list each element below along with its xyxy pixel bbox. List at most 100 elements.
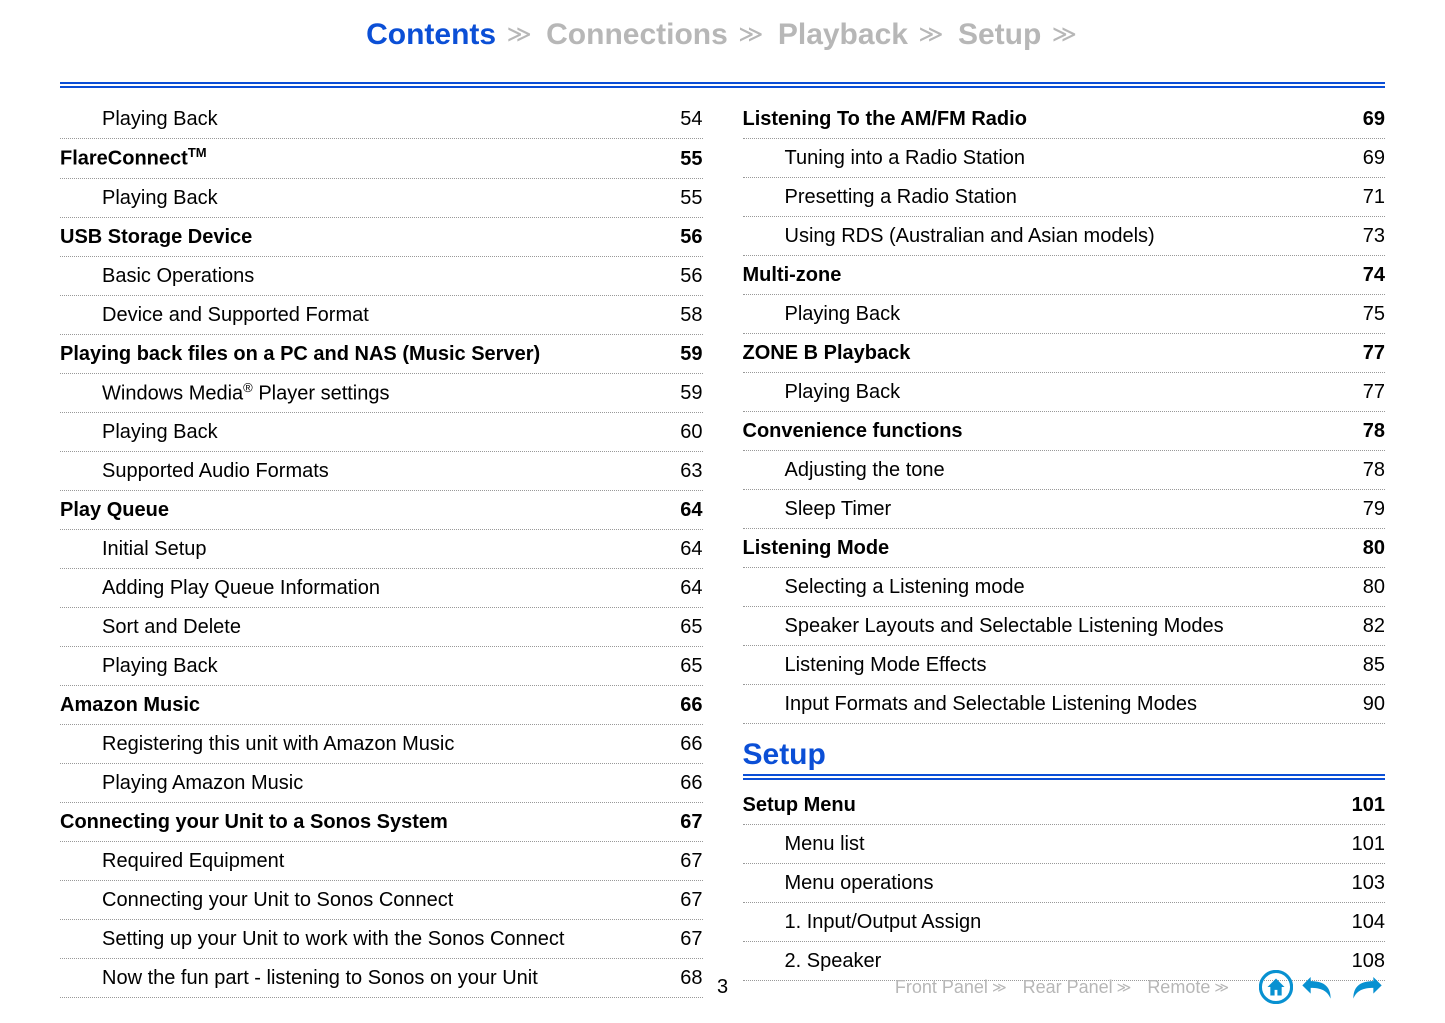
toc-label: Playing Back <box>60 417 668 447</box>
toc-item[interactable]: Using RDS (Australian and Asian models)7… <box>743 217 1386 256</box>
toc-section[interactable]: FlareConnectTM55 <box>60 139 703 179</box>
toc-page: 73 <box>1351 221 1385 251</box>
toc-page: 75 <box>1351 299 1385 329</box>
toc-section[interactable]: Amazon Music66 <box>60 686 703 725</box>
toc-section[interactable]: Listening To the AM/FM Radio69 <box>743 100 1386 139</box>
chevron-icon: ≫ <box>738 20 763 49</box>
toc-label: Sleep Timer <box>743 494 1351 524</box>
toc-item[interactable]: Connecting your Unit to Sonos Connect67 <box>60 881 703 920</box>
toc-page: 60 <box>668 417 702 447</box>
footer-link-rear-panel[interactable]: Rear Panel <box>1023 977 1113 998</box>
toc-page: 56 <box>668 222 702 252</box>
toc-item[interactable]: Adding Play Queue Information64 <box>60 569 703 608</box>
nav-contents[interactable]: Contents <box>366 18 496 52</box>
footer-link-front-panel[interactable]: Front Panel <box>895 977 988 998</box>
toc-page: 56 <box>668 261 702 291</box>
toc-label: Playing Back <box>743 377 1351 407</box>
toc-label: Registering this unit with Amazon Music <box>60 729 668 759</box>
toc-section[interactable]: Play Queue64 <box>60 491 703 530</box>
toc-page: 65 <box>668 651 702 681</box>
toc-item[interactable]: Supported Audio Formats63 <box>60 452 703 491</box>
toc-label: Playing Back <box>60 183 668 213</box>
toc-item[interactable]: Listening Mode Effects85 <box>743 646 1386 685</box>
right-column: Listening To the AM/FM Radio69Tuning int… <box>743 100 1386 998</box>
toc-page: 101 <box>1340 829 1385 859</box>
toc-label: Adding Play Queue Information <box>60 573 668 603</box>
toc-item[interactable]: Device and Supported Format58 <box>60 296 703 335</box>
chevron-icon: ≫ <box>1214 979 1229 996</box>
toc-label: Playing Amazon Music <box>60 768 668 798</box>
toc-item[interactable]: Adjusting the tone78 <box>743 451 1386 490</box>
toc-item[interactable]: Playing Amazon Music66 <box>60 764 703 803</box>
toc-section[interactable]: Setup Menu101 <box>743 786 1386 825</box>
toc-item[interactable]: Setting up your Unit to work with the So… <box>60 920 703 959</box>
toc-item[interactable]: Playing Back55 <box>60 179 703 218</box>
toc-page: 66 <box>668 729 702 759</box>
toc-label: Convenience functions <box>743 416 1351 446</box>
toc-page: 80 <box>1351 572 1385 602</box>
toc-label: Using RDS (Australian and Asian models) <box>743 221 1351 251</box>
footer-icons <box>1259 967 1385 1007</box>
toc-page: 78 <box>1351 416 1385 446</box>
footer-links: Front Panel ≫ Rear Panel ≫ Remote ≫ <box>895 967 1385 1007</box>
toc-section[interactable]: Multi-zone74 <box>743 256 1386 295</box>
redo-icon[interactable] <box>1345 967 1385 1007</box>
toc-item[interactable]: Selecting a Listening mode80 <box>743 568 1386 607</box>
toc-label: USB Storage Device <box>60 222 668 252</box>
toc-item[interactable]: Tuning into a Radio Station69 <box>743 139 1386 178</box>
toc-item[interactable]: Windows Media® Player settings59 <box>60 374 703 414</box>
toc-page: 59 <box>668 378 702 408</box>
toc-label: Menu list <box>743 829 1340 859</box>
toc-label: Required Equipment <box>60 846 668 876</box>
toc-item[interactable]: Initial Setup64 <box>60 530 703 569</box>
toc-item[interactable]: Input Formats and Selectable Listening M… <box>743 685 1386 724</box>
toc-label: Listening Mode Effects <box>743 650 1351 680</box>
toc-page: 74 <box>1351 260 1385 290</box>
toc-section[interactable]: ZONE B Playback77 <box>743 334 1386 373</box>
toc-section[interactable]: Listening Mode80 <box>743 529 1386 568</box>
undo-icon[interactable] <box>1299 967 1339 1007</box>
toc-item[interactable]: Playing Back65 <box>60 647 703 686</box>
toc-item[interactable]: Registering this unit with Amazon Music6… <box>60 725 703 764</box>
toc-item[interactable]: Basic Operations56 <box>60 257 703 296</box>
toc-item[interactable]: Playing Back54 <box>60 100 703 139</box>
toc-label: Supported Audio Formats <box>60 456 668 486</box>
chevron-icon: ≫ <box>1052 20 1077 49</box>
nav-playback[interactable]: Playback <box>778 18 908 52</box>
home-icon[interactable] <box>1259 970 1293 1004</box>
toc-page: 85 <box>1351 650 1385 680</box>
toc-item[interactable]: Sleep Timer79 <box>743 490 1386 529</box>
toc-label: Speaker Layouts and Selectable Listening… <box>743 611 1351 641</box>
toc-item[interactable]: 1. Input/Output Assign104 <box>743 903 1386 942</box>
toc-section[interactable]: Connecting your Unit to a Sonos System67 <box>60 803 703 842</box>
chevron-icon: ≫ <box>507 20 532 49</box>
toc-page: 64 <box>668 573 702 603</box>
toc-item[interactable]: Playing Back75 <box>743 295 1386 334</box>
nav-connections[interactable]: Connections <box>546 18 728 52</box>
toc-item[interactable]: Menu list101 <box>743 825 1386 864</box>
toc-item[interactable]: Presetting a Radio Station71 <box>743 178 1386 217</box>
toc-item[interactable]: Sort and Delete65 <box>60 608 703 647</box>
toc-label: Multi-zone <box>743 260 1351 290</box>
toc-label: Selecting a Listening mode <box>743 572 1351 602</box>
toc-page: 69 <box>1351 143 1385 173</box>
left-column: Playing Back54FlareConnectTM55Playing Ba… <box>60 100 703 998</box>
toc-item[interactable]: Required Equipment67 <box>60 842 703 881</box>
toc-page: 67 <box>668 807 702 837</box>
top-nav: Contents ≫ Connections ≫ Playback ≫ Setu… <box>0 0 1445 64</box>
toc-label: Connecting your Unit to Sonos Connect <box>60 885 668 915</box>
footer-link-remote[interactable]: Remote <box>1147 977 1210 998</box>
toc-page: 82 <box>1351 611 1385 641</box>
toc-section[interactable]: USB Storage Device56 <box>60 218 703 257</box>
toc-section[interactable]: Convenience functions78 <box>743 412 1386 451</box>
toc-label: FlareConnectTM <box>60 143 668 174</box>
toc-item[interactable]: Playing Back60 <box>60 413 703 452</box>
toc-page: 67 <box>668 846 702 876</box>
toc-label: Sort and Delete <box>60 612 668 642</box>
toc-section[interactable]: Playing back files on a PC and NAS (Musi… <box>60 335 703 374</box>
toc-item[interactable]: Menu operations103 <box>743 864 1386 903</box>
toc-item[interactable]: Playing Back77 <box>743 373 1386 412</box>
section-heading-setup[interactable]: Setup <box>743 738 1386 772</box>
toc-item[interactable]: Speaker Layouts and Selectable Listening… <box>743 607 1386 646</box>
nav-setup[interactable]: Setup <box>958 18 1041 52</box>
